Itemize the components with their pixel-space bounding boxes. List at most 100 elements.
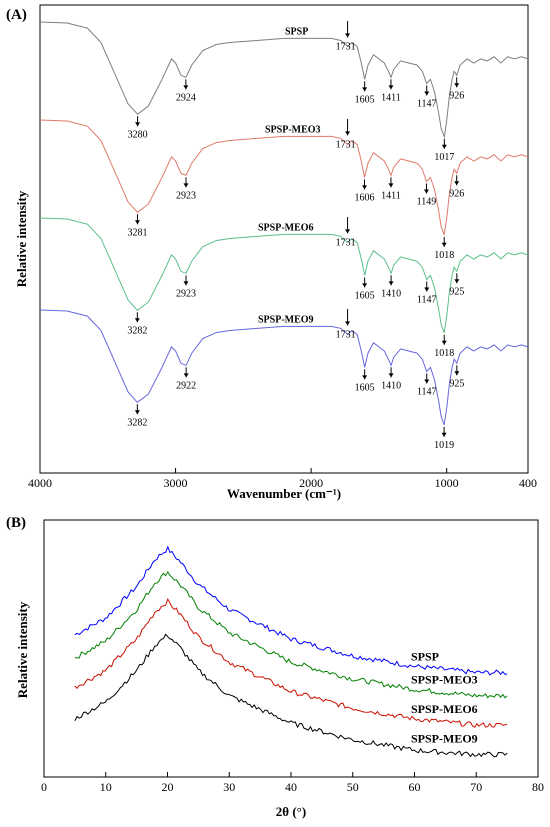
- panel-a-peak-arrowhead-spsp-meo6-1605: [362, 283, 368, 288]
- panel-a-peak-arrowhead-spsp-1411: [388, 85, 394, 90]
- panel-a-peak-label-spsp-meo9-1147: 1147: [417, 387, 437, 398]
- panel-a-peak-label-spsp-meo6-1410: 1410: [381, 288, 401, 299]
- panel-b-series-spsp: [74, 545, 508, 676]
- panel-a-series-labels: SPSP SPSP-MEO3 SPSP-MEO6 SPSP-MEO9: [258, 26, 321, 325]
- panel-a-peak-label-spsp-meo6-925: 925: [449, 286, 464, 297]
- panel-b-x-tick-label: 60: [409, 780, 421, 794]
- panel-b-x-ticks: 0 10 20 30 40 50 60 70 80: [41, 772, 544, 794]
- panel-a-peak-label-spsp-meo9-1019: 1019: [434, 440, 454, 451]
- panel-a-peak-arrowhead-spsp-meo6-3282: [134, 318, 140, 323]
- panel-a-x-tick-label: 400: [519, 476, 537, 490]
- panel-a-x-axis-title: Wavenumber (cm⁻¹): [227, 486, 341, 501]
- panel-a-peak-label-spsp-3280: 3280: [128, 129, 148, 140]
- panel-a-peak-arrowhead-spsp-meo9-1605: [362, 375, 368, 380]
- panel-b: (B) 0 10 20 30 40 50 60 70 80 SPSP SPSP-MEO3 SPSP-…: [6, 515, 544, 819]
- panel-a-peak-arrowhead-spsp-meo3-2923: [183, 183, 189, 188]
- panel-a-peak-arrowhead-spsp-meo9-2922: [183, 373, 189, 378]
- panel-a-peak-label-spsp-meo3-1411: 1411: [381, 190, 401, 201]
- panel-b-x-tick-label: 0: [41, 780, 47, 794]
- panel-a-peak-label-spsp-1605: 1605: [355, 94, 375, 105]
- panel-a-peak-label-spsp-meo6-3282: 3282: [127, 325, 147, 336]
- panel-a-peak-arrowhead-spsp-meo6-1731: [345, 229, 351, 234]
- panel-a-peak-label-spsp-1147: 1147: [417, 99, 437, 110]
- panel-a-x-tick-label: 3000: [164, 476, 188, 490]
- panel-a-peak-arrowhead-spsp-meo3-1018: [441, 242, 447, 247]
- panel-b-x-tick-label: 30: [223, 780, 235, 794]
- panel-a-peak-label-spsp-1731: 1731: [336, 41, 356, 52]
- panel-a-peak-arrowhead-spsp-meo6-1147: [424, 287, 430, 292]
- panel-a-peak-arrowhead-spsp-926: [454, 83, 460, 88]
- panel-a-peak-label-spsp-meo9-1731: 1731: [336, 329, 356, 340]
- panel-a-series-label-spsp: SPSP: [285, 26, 308, 37]
- panel-a-x-tick-label: 1000: [435, 476, 459, 490]
- panel-a-series-spsp-meo6: [39, 217, 529, 333]
- panel-a-peak-label-spsp-meo6-2923: 2923: [176, 288, 196, 299]
- panel-b-y-axis-title: Relative intensity: [15, 601, 30, 698]
- panel-a-peak-label-spsp-meo3-1606: 1606: [355, 192, 375, 203]
- panel-a-peak-arrowhead-spsp-1017: [441, 144, 447, 149]
- panel-b-series-spsp-meo3: [74, 570, 508, 699]
- panel-b-x-tick-label: 70: [470, 780, 482, 794]
- panel-a-peak-arrowhead-spsp-1731: [345, 33, 351, 38]
- panel-a-peak-label-spsp-meo6-1731: 1731: [336, 237, 356, 248]
- panel-b-series-spsp-meo6: [74, 597, 508, 728]
- panel-a-peak-arrowhead-spsp-meo3-926: [454, 181, 460, 186]
- panel-b-x-tick-label: 20: [162, 780, 174, 794]
- panel-b-x-tick-label: 50: [347, 780, 359, 794]
- panel-a-peak-arrowhead-spsp-meo9-1019: [441, 432, 447, 437]
- panel-a-series-spsp-meo9: [39, 309, 529, 425]
- panel-a-label: (A): [6, 7, 27, 23]
- panel-a-peak-label-spsp-meo3-3281: 3281: [127, 227, 147, 238]
- panel-a-peak-label-spsp-meo3-2923: 2923: [176, 190, 196, 201]
- panel-a-peak-arrowhead-spsp-1147: [424, 91, 430, 96]
- panel-a: (A) 4000 3000 2000 1000 400 3280 2924 1731 1605…: [6, 4, 537, 501]
- panel-a-peak-label-spsp-1017: 1017: [434, 152, 454, 163]
- panel-a-peak-label-spsp-meo3-1731: 1731: [336, 139, 356, 150]
- panel-a-peak-label-spsp-meo6-1605: 1605: [355, 290, 375, 301]
- panel-a-x-ticks: 4000 3000 2000 1000 400: [28, 468, 537, 490]
- panel-a-series-label-spsp-meo3: SPSP-MEO3: [265, 124, 321, 135]
- panel-a-x-tick-label: 4000: [28, 476, 52, 490]
- panel-a-peak-label-spsp-meo3-926: 926: [449, 188, 464, 199]
- panel-a-peak-arrowhead-spsp-1605: [362, 87, 368, 92]
- panel-b-x-tick-label: 10: [100, 780, 112, 794]
- panel-a-peak-arrowhead-spsp-meo9-925: [454, 371, 460, 376]
- panel-a-peak-label-spsp-meo9-2922: 2922: [176, 380, 196, 391]
- panel-a-series-spsp: [39, 21, 529, 139]
- panel-a-peak-arrowhead-spsp-meo3-1606: [362, 185, 368, 190]
- panel-b-series-label-spsp: SPSP: [411, 650, 439, 664]
- panel-a-peak-label-spsp-1411: 1411: [381, 92, 401, 103]
- panel-a-peak-arrowhead-spsp-meo6-925: [454, 279, 460, 284]
- panel-a-peak-label-spsp-926: 926: [449, 90, 464, 101]
- panel-a-peak-arrowhead-spsp-meo3-1731: [345, 131, 351, 136]
- panel-a-peak-arrowhead-spsp-meo6-2923: [183, 281, 189, 286]
- panel-b-series-labels: SPSP SPSP-MEO3 SPSP-MEO6 SPSP-MEO9: [411, 650, 478, 746]
- panel-a-peak-label-spsp-meo3-1018: 1018: [434, 250, 454, 261]
- panel-a-plot-frame: [39, 4, 529, 474]
- panel-a-peak-arrowhead-spsp-meo6-1410: [388, 281, 394, 286]
- panel-b-x-tick-label: 80: [532, 780, 544, 794]
- panel-a-y-axis-title: Relative intensity: [14, 190, 29, 287]
- panel-a-series-label-spsp-meo6: SPSP-MEO6: [258, 222, 314, 233]
- panel-a-annotations: 3280 2924 1731 1605 1411 1147 1017 926 3281 2923 1…: [127, 21, 464, 451]
- panel-b-label: (B): [6, 515, 26, 531]
- panel-a-peak-arrowhead-spsp-meo3-1411: [388, 183, 394, 188]
- panel-a-peak-arrowhead-spsp-meo9-1147: [424, 379, 430, 384]
- panel-a-peak-arrowhead-spsp-meo9-1731: [345, 321, 351, 326]
- panel-a-peak-arrowhead-spsp-meo9-3282: [134, 410, 140, 415]
- panel-a-peak-label-spsp-meo9-925: 925: [449, 378, 464, 389]
- panel-a-peak-arrowhead-spsp-2924: [183, 85, 189, 90]
- panel-a-peak-arrowhead-spsp-3280: [135, 122, 141, 127]
- panel-a-peak-label-spsp-meo9-3282: 3282: [127, 417, 147, 428]
- panel-a-x-tick-label: 2000: [299, 476, 323, 490]
- panel-a-peak-label-spsp-meo3-1149: 1149: [417, 197, 437, 208]
- panel-a-peak-arrowhead-spsp-meo3-3281: [134, 220, 140, 225]
- panel-a-series: [39, 21, 529, 425]
- panel-a-peak-arrowhead-spsp-meo3-1149: [423, 189, 429, 194]
- panel-a-peak-label-spsp-meo6-1018: 1018: [434, 348, 454, 359]
- panel-a-peak-label-spsp-meo9-1605: 1605: [355, 382, 375, 393]
- panel-a-peak-arrowhead-spsp-meo6-1018: [441, 340, 447, 345]
- panel-b-series-label-spsp-meo9: SPSP-MEO9: [411, 732, 478, 746]
- panel-b-series-label-spsp-meo3: SPSP-MEO3: [411, 673, 478, 687]
